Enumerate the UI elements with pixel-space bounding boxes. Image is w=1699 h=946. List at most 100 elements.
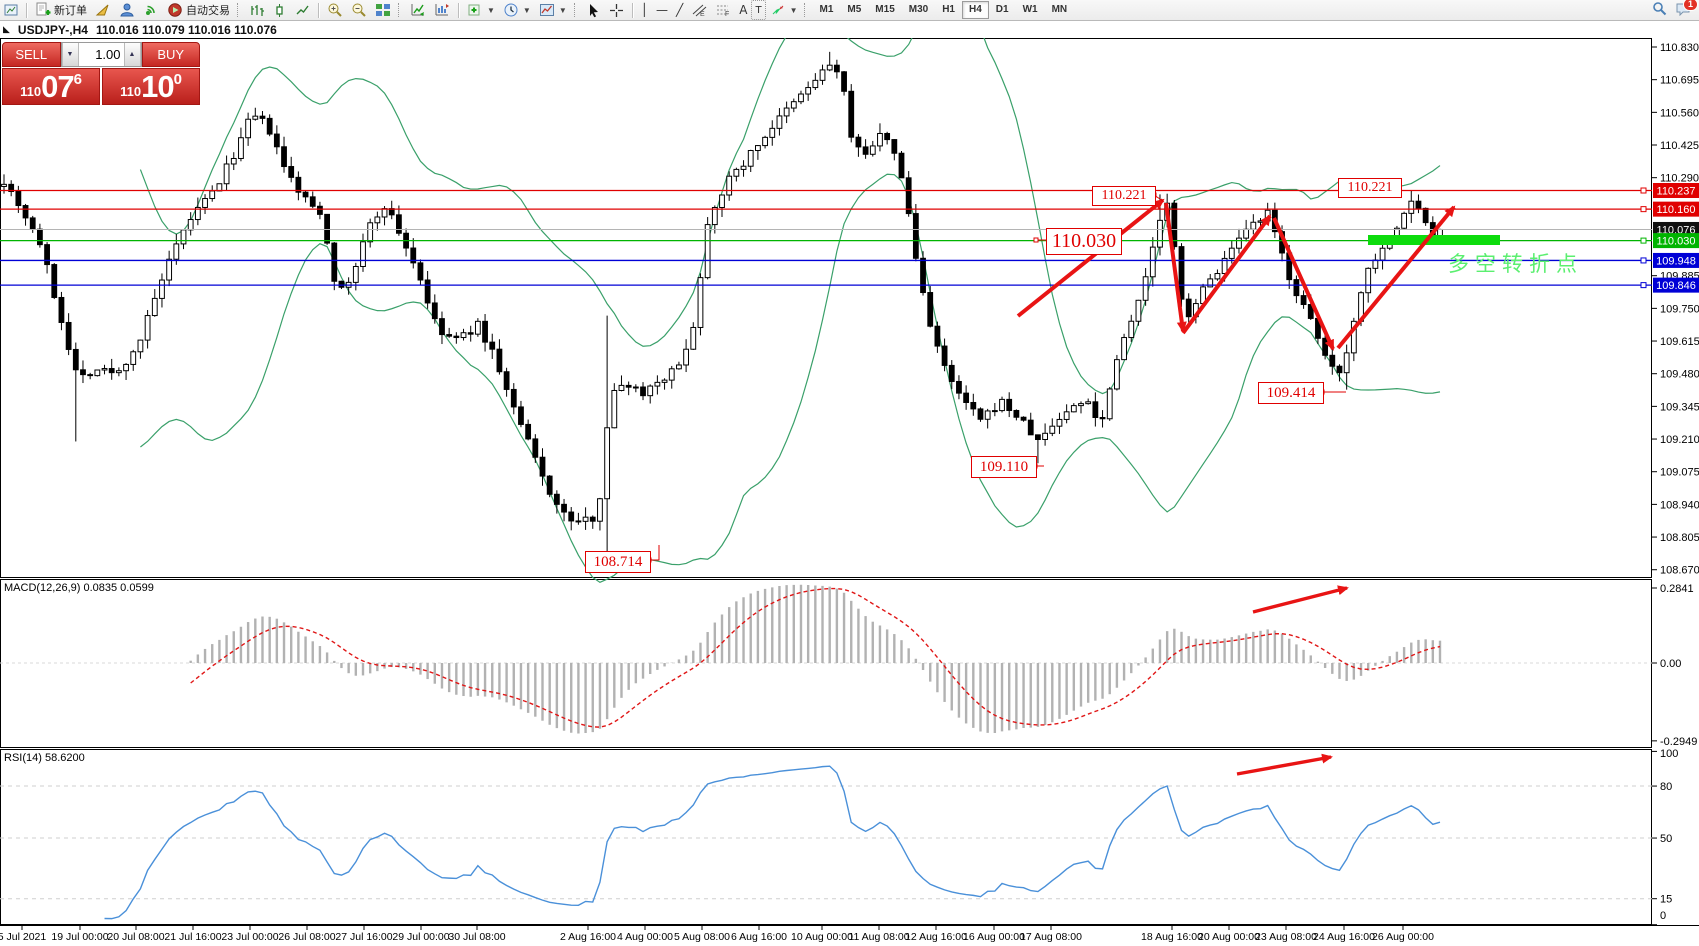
price-axis[interactable]: 110.830 110.695 110.560 110.425 110.290 109.8… [1652, 42, 1699, 926]
tab-tf-m30[interactable]: M30 [908, 4, 929, 15]
candlestick-chart-type-icon[interactable] [268, 0, 291, 20]
svg-text:E: E [700, 11, 705, 17]
svg-text:110.160: 110.160 [1657, 204, 1696, 216]
volume-increase-button[interactable]: ▲ [123, 43, 141, 66]
svg-text:2 Aug 16:00: 2 Aug 16:00 [560, 931, 616, 943]
pane-frames [0, 38, 1699, 926]
horizontal-line-tool-icon[interactable]: — [656, 3, 668, 17]
svg-text:108.940: 108.940 [1660, 499, 1699, 511]
tab-tf-d1[interactable]: D1 [995, 4, 1009, 15]
new-order-label: 新订单 [54, 5, 87, 17]
crosshair-tool-icon[interactable] [605, 0, 628, 20]
svg-text:-0.2949: -0.2949 [1660, 736, 1697, 748]
svg-text:110.030: 110.030 [1657, 236, 1696, 248]
tab-tf-w1[interactable]: W1 [1022, 4, 1038, 15]
svg-text:110.425: 110.425 [1660, 140, 1699, 152]
vertical-line-tool-icon[interactable]: │ [640, 3, 648, 17]
svg-text:6 Aug 16:00: 6 Aug 16:00 [731, 931, 787, 943]
profile-icon[interactable] [115, 0, 139, 20]
sell-price-pip: 6 [73, 71, 82, 88]
sell-button[interactable]: SELL [2, 42, 61, 67]
templates-dropdown[interactable]: ▼ [535, 0, 571, 20]
svg-text:18 Aug 16:00: 18 Aug 16:00 [1141, 931, 1203, 943]
autotrading-button[interactable]: 自动交易 [163, 0, 234, 20]
tab-tf-m15[interactable]: M15 [875, 4, 895, 15]
equidistant-channel-tool-icon[interactable]: E [687, 0, 711, 20]
svg-text:109.345: 109.345 [1660, 401, 1699, 413]
svg-text:109.210: 109.210 [1660, 434, 1699, 446]
rsi-trend-arrow [1236, 753, 1333, 776]
price-annotation-box[interactable]: 110.030 [1046, 228, 1122, 255]
svg-text:5 Jul 2021: 5 Jul 2021 [0, 931, 46, 943]
zoom-in-icon[interactable] [323, 0, 347, 20]
svg-text:27 Jul 16:00: 27 Jul 16:00 [335, 931, 392, 943]
price-annotation-box[interactable]: 109.110 [971, 456, 1037, 478]
turning-point-note[interactable]: 多空转折点 [1448, 253, 1583, 276]
tab-tf-h4[interactable]: H4 [962, 1, 989, 19]
add-indicator-dropdown[interactable]: ▼ [463, 0, 499, 20]
search-icon[interactable] [1652, 1, 1667, 19]
svg-text:108.805: 108.805 [1660, 532, 1699, 544]
svg-text:0.00: 0.00 [1660, 658, 1681, 670]
buy-price-pip: 0 [173, 71, 182, 88]
indicators-icon[interactable] [406, 0, 430, 20]
chart-symbol-period: USDJPY-,H4 [17, 22, 88, 37]
tab-tf-mn[interactable]: MN [1051, 4, 1068, 15]
svg-text:108.670: 108.670 [1660, 565, 1699, 577]
price-annotation-box[interactable]: 109.414 [1258, 382, 1324, 404]
sell-price-display[interactable]: 110 07 6 [2, 68, 100, 105]
line-chart-type-icon[interactable] [291, 0, 314, 20]
signal-icon[interactable] [139, 0, 163, 20]
tab-tf-m5[interactable]: M5 [847, 4, 862, 15]
tile-windows-icon[interactable] [371, 0, 395, 20]
svg-text:110.830: 110.830 [1660, 42, 1699, 54]
tab-tf-m1[interactable]: M1 [819, 4, 834, 15]
svg-text:4 Aug 00:00: 4 Aug 00:00 [617, 931, 673, 943]
svg-text:109.075: 109.075 [1660, 467, 1699, 479]
price-annotation-box[interactable]: 110.221 [1338, 178, 1402, 198]
price-annotation-box[interactable]: 108.714 [585, 551, 651, 573]
new-order-button[interactable]: 新订单 [31, 0, 91, 20]
arrows-tool-dropdown[interactable]: ▼ [766, 0, 802, 20]
svg-text:110.237: 110.237 [1657, 186, 1696, 198]
svg-text:109.948: 109.948 [1656, 255, 1696, 267]
svg-text:5 Aug 08:00: 5 Aug 08:00 [674, 931, 730, 943]
cursor-tool-icon[interactable] [582, 0, 605, 20]
buy-price-display[interactable]: 110 10 0 [102, 68, 200, 105]
periods-icon[interactable] [430, 0, 454, 20]
buy-button[interactable]: BUY [141, 42, 200, 67]
window-icon[interactable] [0, 0, 22, 20]
text-label-tool-icon[interactable]: T [751, 0, 766, 20]
fibonacci-tool-icon[interactable]: F [711, 0, 735, 20]
buy-price-prefix: 110 [120, 84, 142, 99]
macd-label: MACD(12,26,9) 0.0835 0.0599 [4, 582, 154, 594]
text-tool-icon[interactable]: A [739, 3, 748, 17]
zoom-out-icon[interactable] [347, 0, 371, 20]
volume-decrease-button[interactable]: ▼ [61, 43, 79, 66]
svg-text:16 Aug 00:00: 16 Aug 00:00 [963, 931, 1025, 943]
sell-price-big: 07 [41, 69, 74, 104]
bar-chart-type-icon[interactable] [245, 0, 268, 20]
macd-trend-arrow [1252, 585, 1349, 614]
svg-text:100: 100 [1660, 748, 1678, 760]
notification-icon[interactable]: 1 [1675, 0, 1698, 19]
svg-text:0.2841: 0.2841 [1660, 583, 1694, 595]
svg-text:26 Jul 08:00: 26 Jul 08:00 [278, 931, 335, 943]
svg-text:0: 0 [1660, 910, 1666, 922]
trendline-tool-icon[interactable]: ╱ [676, 3, 684, 17]
compass-icon[interactable] [91, 0, 115, 20]
tab-tf-h1[interactable]: H1 [942, 4, 955, 15]
chart-ohlc-values: 110.016 110.079 110.016 110.076 [95, 22, 277, 37]
macd-signal-line [190, 587, 1441, 728]
sell-price-prefix: 110 [20, 84, 42, 99]
autotrading-label: 自动交易 [186, 5, 230, 17]
trend-arrows[interactable] [646, 192, 1500, 776]
price-annotation-box[interactable]: 110.221 [1092, 186, 1156, 206]
svg-text:10 Aug 00:00: 10 Aug 00:00 [791, 931, 853, 943]
period-dropdown[interactable]: ▼ [499, 0, 535, 20]
rsi-line [104, 765, 1441, 920]
volume-input[interactable] [78, 43, 124, 66]
